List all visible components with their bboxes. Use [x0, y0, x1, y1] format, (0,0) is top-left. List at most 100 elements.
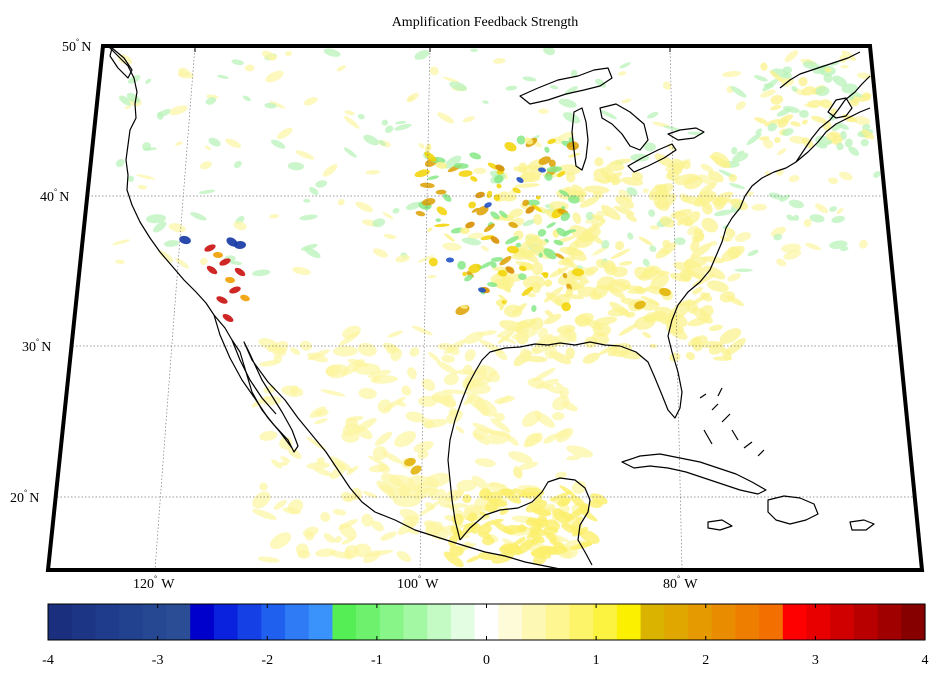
- field-patch: [640, 295, 660, 306]
- field-patch: [460, 227, 470, 235]
- colorbar-cell: [498, 604, 523, 640]
- field-patch: [529, 317, 544, 331]
- field-patch: [696, 190, 717, 203]
- colorbar-cell: [759, 604, 784, 640]
- field-patch: [494, 396, 515, 404]
- field-patch: [823, 73, 833, 83]
- field-patch: [382, 451, 403, 464]
- hemisphere-mark: N: [29, 491, 39, 506]
- field-patch: [838, 171, 853, 181]
- field-patch: [544, 279, 553, 287]
- field-patch: [378, 139, 386, 147]
- field-patch: [369, 464, 389, 473]
- field-patch: [373, 248, 388, 258]
- field-patch: [793, 214, 800, 221]
- field-patch: [714, 209, 733, 217]
- degree-mark: °: [677, 574, 680, 583]
- field-patch: [164, 240, 180, 247]
- field-patch: [530, 282, 542, 294]
- field-patch: [169, 105, 188, 116]
- field-patch: [615, 240, 625, 251]
- longitude-label: 100° W: [397, 574, 439, 592]
- field-patch: [332, 345, 358, 357]
- lake-erie: [627, 143, 677, 173]
- field-patch: [554, 429, 571, 439]
- degree-mark: °: [36, 337, 39, 346]
- field-patch: [611, 342, 632, 358]
- hemisphere-mark: N: [81, 40, 91, 55]
- feedback-field: [112, 46, 881, 568]
- field-patch: [690, 239, 700, 252]
- field-patch: [469, 152, 482, 160]
- field-patch: [387, 330, 403, 338]
- field-patch: [531, 304, 537, 313]
- field-patch: [575, 314, 591, 328]
- field-patch: [788, 199, 804, 209]
- hemisphere-mark: W: [684, 577, 698, 592]
- field-patch: [204, 145, 212, 151]
- field-patch: [532, 554, 547, 566]
- field-patch: [642, 331, 652, 339]
- field-patch: [654, 184, 669, 197]
- field-patch: [136, 174, 155, 180]
- field-patch: [702, 256, 725, 264]
- graticule: [50, 46, 920, 570]
- baja-coastline: [213, 314, 293, 449]
- field-patch: [801, 119, 808, 125]
- field-patch: [474, 458, 496, 467]
- colorbar: -4 -3 -2 -1 0 1 2 3 4: [42, 603, 929, 668]
- field-patch: [648, 209, 656, 217]
- field-patch: [579, 196, 599, 208]
- field-patch: [538, 252, 543, 258]
- latitude-value: 20: [10, 491, 24, 506]
- field-patch: [406, 92, 419, 102]
- longitude-label: 80° W: [663, 574, 698, 592]
- field-patch: [701, 217, 719, 233]
- field-patch: [634, 300, 646, 310]
- lake-superior: [519, 67, 613, 105]
- field-patch: [414, 169, 430, 178]
- colorbar-cell: [332, 604, 357, 640]
- field-patch: [836, 142, 844, 151]
- field-patch: [520, 348, 532, 363]
- field-patch: [409, 347, 420, 357]
- field-patch: [461, 237, 482, 246]
- field-patch: [437, 112, 455, 124]
- field-patch: [234, 160, 242, 169]
- field-patch: [549, 491, 573, 502]
- field-patch: [363, 134, 380, 146]
- field-patch: [233, 221, 247, 231]
- field-patch: [684, 259, 706, 279]
- field-patch: [732, 152, 749, 163]
- field-patch: [146, 214, 167, 224]
- field-patch: [605, 171, 623, 183]
- field-patch: [557, 496, 572, 507]
- field-patch: [566, 455, 582, 461]
- field-patch: [769, 70, 784, 83]
- field-patch: [264, 102, 277, 109]
- field-patch: [700, 292, 713, 302]
- field-patch: [784, 50, 799, 63]
- field-patch: [516, 176, 524, 184]
- colorbar-cell: [166, 604, 191, 640]
- field-patch: [482, 536, 495, 546]
- field-patch: [798, 109, 809, 118]
- field-patch: [755, 128, 763, 135]
- field-patch: [404, 457, 416, 467]
- colorbar-cell: [735, 604, 760, 640]
- field-patch: [798, 77, 808, 87]
- colorbar-cell: [48, 604, 73, 640]
- field-patch: [621, 176, 644, 186]
- field-patch: [525, 500, 548, 513]
- colorbar-cell: [95, 604, 120, 640]
- field-patch: [555, 253, 565, 259]
- field-patch: [621, 98, 632, 104]
- colorbar-cell: [356, 604, 381, 640]
- field-patch: [478, 330, 497, 336]
- field-patch: [513, 467, 523, 478]
- field-patch: [464, 274, 474, 282]
- field-patch: [425, 472, 451, 488]
- field-patch: [611, 266, 628, 278]
- field-patch: [609, 158, 632, 165]
- field-patch: [802, 61, 820, 70]
